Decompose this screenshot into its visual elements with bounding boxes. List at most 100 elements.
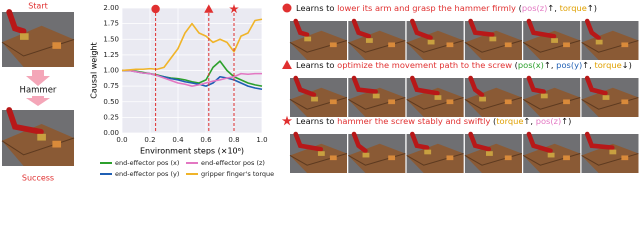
caption-segment: pos(x) <box>518 60 544 70</box>
caption-segment: ↓) <box>622 60 632 70</box>
hammer <box>362 152 370 158</box>
action-label: Hammer <box>20 86 57 96</box>
table <box>290 143 347 173</box>
robot-arm <box>6 9 27 35</box>
caption-segment: ↑) <box>587 3 597 13</box>
scene-image <box>289 75 348 117</box>
screw-box <box>621 155 629 161</box>
scene-image <box>581 18 639 60</box>
hammer <box>551 38 558 43</box>
scene-image <box>1 107 75 166</box>
arrow <box>26 96 50 106</box>
robot-arm <box>584 75 608 96</box>
caption-segment: pos(z) <box>536 116 562 126</box>
robot-arm <box>584 131 615 150</box>
scene-image <box>289 18 348 60</box>
y-tick-label: 1.25 <box>103 51 119 59</box>
legend-label: end-effector pos (x) <box>115 159 179 167</box>
y-tick-label: 0.25 <box>103 113 119 121</box>
hammer <box>595 39 603 45</box>
scene-image <box>581 131 639 173</box>
y-tick-label: 0.50 <box>103 98 119 106</box>
scene-image <box>522 75 581 117</box>
caption-segment: ↑) <box>561 116 571 126</box>
screw-box <box>504 42 512 48</box>
x-tick-label: 0.8 <box>228 136 239 144</box>
legend-label: end-effector pos (z) <box>201 159 265 167</box>
screw-box <box>388 42 396 48</box>
screw-box <box>563 42 570 48</box>
table <box>290 87 347 117</box>
caption-segment: ↑, <box>523 116 535 126</box>
scene-image <box>522 131 581 173</box>
marker-star <box>229 3 239 14</box>
screw-box <box>446 42 454 48</box>
series-line <box>121 18 263 72</box>
robot-arm <box>351 18 372 39</box>
table <box>406 87 464 117</box>
robot-arm <box>526 18 557 39</box>
caption-segment: torque <box>560 3 587 13</box>
caption-segment: pos(z) <box>522 3 548 13</box>
screw-box <box>52 42 62 49</box>
caption-segment: ↑, <box>582 60 594 70</box>
table <box>581 87 639 117</box>
hammer <box>434 95 442 100</box>
hammer <box>609 149 617 155</box>
scene-image <box>522 18 581 60</box>
row-caption: Learns to lower its arm and grasp the ha… <box>296 3 597 13</box>
screw-box <box>329 99 337 105</box>
scene-image <box>348 131 406 173</box>
y-tick-label: 2.00 <box>103 4 119 12</box>
scene-image <box>1 9 75 67</box>
robot-arm <box>410 75 440 96</box>
robot-arm <box>526 75 546 94</box>
table <box>523 30 581 60</box>
arrow <box>26 70 50 86</box>
hammer <box>365 38 373 43</box>
caption-segment: Learns to <box>296 116 337 126</box>
screw-box <box>329 42 337 48</box>
scene-image <box>289 131 348 173</box>
y-axis-label: Causal weight <box>90 42 99 98</box>
hammer <box>479 96 486 102</box>
hammer <box>37 133 46 141</box>
screw-box <box>388 99 396 105</box>
scene-image <box>348 18 406 60</box>
table <box>464 143 522 173</box>
robot-arm <box>351 75 378 94</box>
hammer <box>540 93 548 99</box>
hammer <box>304 36 312 42</box>
figure: Start Hammer Success 0.00 0.25 0.50 0.75 1.0… <box>1 2 639 183</box>
legend-label: end-effector pos (y) <box>115 170 179 178</box>
scene-image <box>406 75 464 117</box>
table <box>464 30 522 60</box>
marker-triangle <box>282 60 292 70</box>
hammer <box>427 39 435 45</box>
robot-arm <box>351 131 368 154</box>
marker-star <box>281 115 293 126</box>
caption-segment: pos(y) <box>556 60 582 70</box>
x-tick-label: 0.2 <box>144 136 155 144</box>
screw-box <box>329 155 337 161</box>
hammer <box>602 95 610 100</box>
caption-segment: torque <box>496 116 523 126</box>
marker-circle <box>151 4 160 14</box>
table <box>348 30 406 60</box>
x-tick-label: 0.6 <box>200 136 212 144</box>
scene-image <box>464 18 523 60</box>
x-tick-label: 0.4 <box>172 136 184 144</box>
hammer <box>317 151 325 156</box>
caption-segment: hammer the screw stably and swiftly <box>337 116 490 126</box>
legend-label: gripper finger's torque <box>201 170 274 178</box>
table <box>406 30 464 60</box>
robot-arm <box>293 75 317 98</box>
table <box>406 143 464 173</box>
caption-segment: ( <box>490 116 496 126</box>
screw-box <box>504 155 512 161</box>
robot-arm <box>584 18 601 41</box>
y-tick-label: 0.75 <box>103 82 119 90</box>
screw-box <box>621 99 629 105</box>
series-line <box>122 69 262 87</box>
row-caption: Learns to hammer the screw stably and sw… <box>296 116 571 126</box>
